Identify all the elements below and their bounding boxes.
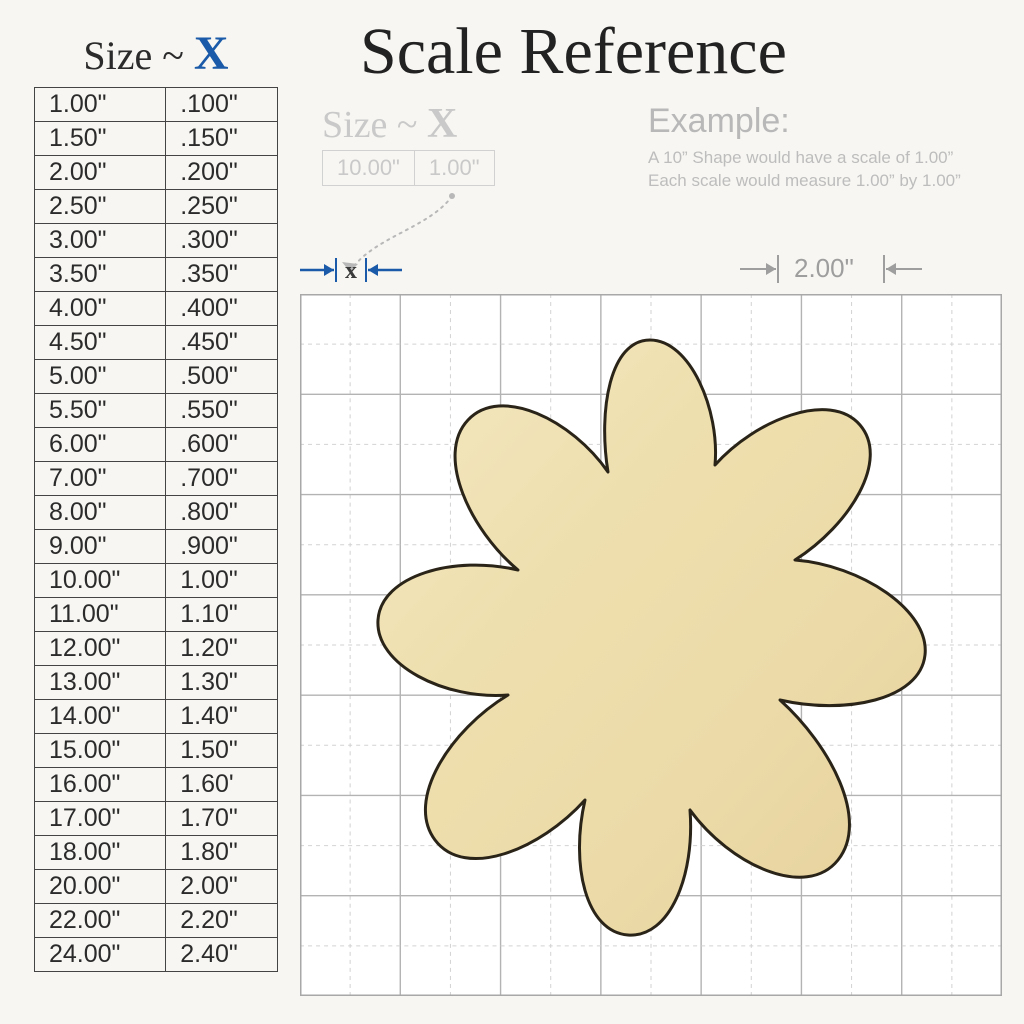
size-cell: 3.00"	[35, 224, 166, 258]
table-row: 13.00"1.30"	[35, 666, 278, 700]
table-row: 18.00"1.80"	[35, 836, 278, 870]
table-row: 9.00".900"	[35, 530, 278, 564]
scale-cell: .550"	[166, 394, 278, 428]
size-cell: 18.00"	[35, 836, 166, 870]
table-row: 1.50".150"	[35, 122, 278, 156]
mini-size-title-accent: X	[427, 101, 457, 147]
scale-cell: 1.10"	[166, 598, 278, 632]
scale-cell: 1.50"	[166, 734, 278, 768]
size-cell: 2.50"	[35, 190, 166, 224]
scale-cell: 1.30"	[166, 666, 278, 700]
scale-cell: 1.40"	[166, 700, 278, 734]
size-cell: 1.50"	[35, 122, 166, 156]
table-row: 17.00"1.70"	[35, 802, 278, 836]
table-row: 10.00"1.00"	[35, 564, 278, 598]
scale-cell: 1.80"	[166, 836, 278, 870]
table-row: 8.00".800"	[35, 496, 278, 530]
size-table-title-prefix: Size ~	[83, 33, 194, 78]
table-row: 15.00"1.50"	[35, 734, 278, 768]
table-row: 4.00".400"	[35, 292, 278, 326]
scale-cell: .350"	[166, 258, 278, 292]
x-indicator-svg: x	[300, 178, 480, 298]
page-title: Scale Reference	[360, 14, 787, 90]
table-row: 3.00".300"	[35, 224, 278, 258]
scale-cell: .600"	[166, 428, 278, 462]
table-row: 22.00"2.20"	[35, 904, 278, 938]
scale-cell: .500"	[166, 360, 278, 394]
table-row: 3.50".350"	[35, 258, 278, 292]
size-cell: 5.50"	[35, 394, 166, 428]
scale-cell: 1.60'	[166, 768, 278, 802]
scale-cell: .900"	[166, 530, 278, 564]
mini-size-title-prefix: Size ~	[322, 104, 427, 146]
size-table-container: Size ~ X 1.00".100"1.50".150"2.00".200"2…	[34, 26, 278, 972]
size-cell: 24.00"	[35, 938, 166, 972]
size-cell: 4.00"	[35, 292, 166, 326]
table-row: 1.00".100"	[35, 88, 278, 122]
size-table-title-accent: X	[194, 27, 229, 80]
size-cell: 13.00"	[35, 666, 166, 700]
table-row: 5.50".550"	[35, 394, 278, 428]
size-cell: 5.00"	[35, 360, 166, 394]
scale-cell: 1.70"	[166, 802, 278, 836]
example-line-2: Each scale would measure 1.00” by 1.00”	[648, 170, 1008, 193]
table-row: 14.00"1.40"	[35, 700, 278, 734]
size-cell: 10.00"	[35, 564, 166, 598]
table-row: 11.00"1.10"	[35, 598, 278, 632]
mini-size-key: Size ~ X 10.00" 1.00"	[322, 100, 495, 186]
table-row: 7.00".700"	[35, 462, 278, 496]
table-row: 2.50".250"	[35, 190, 278, 224]
size-cell: 22.00"	[35, 904, 166, 938]
size-cell: 14.00"	[35, 700, 166, 734]
scale-cell: 1.00"	[166, 564, 278, 598]
example-title: Example:	[648, 102, 1008, 141]
scale-cell: 1.20"	[166, 632, 278, 666]
x-indicator-label: x	[345, 258, 357, 284]
size-cell: 9.00"	[35, 530, 166, 564]
table-row: 16.00"1.60'	[35, 768, 278, 802]
scale-cell: .150"	[166, 122, 278, 156]
mini-size-title: Size ~ X	[322, 100, 495, 148]
table-row: 6.00".600"	[35, 428, 278, 462]
size-cell: 2.00"	[35, 156, 166, 190]
table-row: 5.00".500"	[35, 360, 278, 394]
scale-cell: 2.40"	[166, 938, 278, 972]
size-cell: 17.00"	[35, 802, 166, 836]
example-block: Example: A 10” Shape would have a scale …	[648, 102, 1008, 193]
scale-cell: 2.20"	[166, 904, 278, 938]
scale-cell: .700"	[166, 462, 278, 496]
size-table-title: Size ~ X	[34, 26, 278, 81]
scale-cell: .800"	[166, 496, 278, 530]
table-row: 24.00"2.40"	[35, 938, 278, 972]
size-cell: 16.00"	[35, 768, 166, 802]
size-cell: 6.00"	[35, 428, 166, 462]
size-cell: 1.00"	[35, 88, 166, 122]
size-cell: 11.00"	[35, 598, 166, 632]
scale-cell: .100"	[166, 88, 278, 122]
scale-cell: 2.00"	[166, 870, 278, 904]
table-row: 2.00".200"	[35, 156, 278, 190]
size-cell: 3.50"	[35, 258, 166, 292]
size-cell: 15.00"	[35, 734, 166, 768]
scale-cell: .400"	[166, 292, 278, 326]
size-cell: 7.00"	[35, 462, 166, 496]
scale-cell: .300"	[166, 224, 278, 258]
size-cell: 8.00"	[35, 496, 166, 530]
table-row: 12.00"1.20"	[35, 632, 278, 666]
table-row: 4.50".450"	[35, 326, 278, 360]
scale-cell: .450"	[166, 326, 278, 360]
size-cell: 20.00"	[35, 870, 166, 904]
example-line-1: A 10” Shape would have a scale of 1.00”	[648, 147, 1008, 170]
size-cell: 4.50"	[35, 326, 166, 360]
size-table: 1.00".100"1.50".150"2.00".200"2.50".250"…	[34, 87, 278, 972]
dimension-marker: 2.00"	[736, 247, 926, 291]
table-row: 20.00"2.00"	[35, 870, 278, 904]
size-cell: 12.00"	[35, 632, 166, 666]
dimension-label: 2.00"	[794, 253, 854, 284]
scale-cell: .250"	[166, 190, 278, 224]
flower-shape	[360, 320, 940, 940]
scale-cell: .200"	[166, 156, 278, 190]
